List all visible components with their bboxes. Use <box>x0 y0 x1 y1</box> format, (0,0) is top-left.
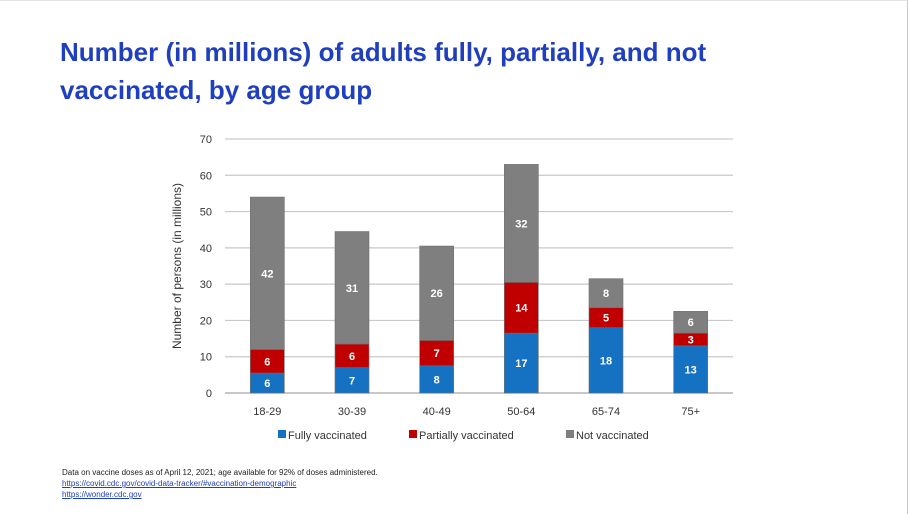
bar-segment <box>504 282 539 334</box>
bar-segment <box>504 164 539 283</box>
y-tick-label: 40 <box>200 243 212 255</box>
bar-segment <box>250 196 285 350</box>
chart-title-line-1: Number (in millions) of adults fully, pa… <box>60 37 707 67</box>
y-tick-label: 20 <box>200 315 212 327</box>
data-label: 32 <box>515 218 527 230</box>
data-label: 26 <box>431 288 443 300</box>
y-tick-label: 60 <box>200 170 212 182</box>
y-tick-label: 70 <box>200 134 212 146</box>
footnote: Data on vaccine doses as of April 12, 20… <box>62 467 378 500</box>
chart-title: Number (in millions) of adults fully, pa… <box>60 33 860 109</box>
slide-border-top <box>0 0 908 1</box>
footnote-note: Data on vaccine doses as of April 12, 20… <box>62 468 378 477</box>
data-label: 6 <box>349 351 355 363</box>
chart-title-line-2: vaccinated, by age group <box>60 75 373 105</box>
legend-swatch <box>278 430 286 438</box>
bar-segment <box>673 345 708 394</box>
x-tick-label: 40-49 <box>423 406 451 418</box>
data-label: 6 <box>688 317 694 329</box>
x-tick-label: 75+ <box>681 406 700 418</box>
bar-segment <box>673 311 708 334</box>
bar-segment <box>334 231 370 345</box>
data-label: 6 <box>264 378 270 390</box>
legend-label: Partially vaccinated <box>419 430 514 442</box>
bar-segment <box>504 332 539 394</box>
data-label: 3 <box>688 334 694 346</box>
bar-segment <box>419 365 454 394</box>
data-label: 8 <box>434 374 440 386</box>
x-tick-label: 50-64 <box>507 406 535 418</box>
data-label: 42 <box>261 268 273 280</box>
bar-segment <box>588 327 624 394</box>
legend-swatch <box>566 430 574 438</box>
data-label: 18 <box>600 355 612 367</box>
y-tick-label: 50 <box>200 207 212 219</box>
x-tick-label: 30-39 <box>338 406 366 418</box>
x-tick-label: 18-29 <box>253 406 281 418</box>
data-label: 14 <box>515 303 528 315</box>
x-tick-label: 65-74 <box>592 406 620 418</box>
data-label: 6 <box>264 356 270 368</box>
data-label: 7 <box>434 348 440 360</box>
bar-segment <box>419 245 454 341</box>
source-link-wonder[interactable]: https://wonder.cdc.gov <box>62 490 142 499</box>
y-tick-label: 10 <box>200 352 212 364</box>
legend-label: Fully vaccinated <box>288 430 367 442</box>
data-label: 31 <box>346 283 358 295</box>
data-label: 13 <box>685 364 697 376</box>
data-label: 8 <box>603 288 609 300</box>
data-label: 17 <box>515 358 527 370</box>
source-link-covid-tracker[interactable]: https://covid.cdc.gov/covid-data-tracker… <box>62 479 297 488</box>
y-tick-label: 0 <box>206 388 212 400</box>
y-tick-label: 30 <box>200 279 212 291</box>
legend-swatch <box>409 430 417 438</box>
data-label: 7 <box>349 375 355 387</box>
y-axis-label: Number of persons (in millions) <box>170 183 184 349</box>
bar-segment <box>588 278 624 309</box>
data-label: 5 <box>603 313 609 325</box>
legend-label: Not vaccinated <box>576 430 649 442</box>
